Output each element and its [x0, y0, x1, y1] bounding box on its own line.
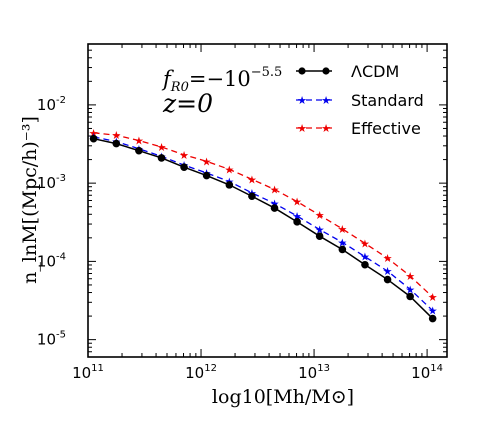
x-tick-label: 1013	[298, 363, 330, 382]
legend-marker-lcdm	[298, 67, 306, 75]
x-tick-label: 1014	[411, 363, 443, 382]
data-point: ★	[405, 283, 415, 296]
data-point: ★	[134, 135, 144, 148]
annotation-fr0: fR0=−10−5.5	[161, 65, 282, 95]
annotation-fr0-sub: R0	[170, 80, 189, 95]
data-point	[89, 134, 98, 143]
series-layer: ★★★★★★★★★★★★★★★★★★★★★★★★★★★★★★★★	[89, 127, 438, 323]
data-point	[270, 204, 279, 212]
data-point: ★	[89, 127, 99, 140]
data-point: ★	[202, 155, 212, 168]
data-point: ★	[405, 270, 415, 283]
data-point: ★	[315, 224, 325, 237]
data-point	[202, 171, 211, 180]
x-tick-label: 1012	[185, 363, 217, 382]
data-point	[315, 232, 324, 240]
data-point	[361, 260, 369, 269]
annotation-fr0-eq: =−10	[189, 67, 251, 91]
y-tick-label: 10-5	[37, 330, 66, 349]
data-point	[428, 314, 437, 323]
data-point	[248, 192, 256, 201]
data-point: ★	[383, 265, 393, 278]
y-tick-label: 10-3	[37, 173, 66, 192]
data-point: ★	[360, 251, 370, 264]
data-point	[406, 292, 414, 301]
annotation-fr0-exp: −5.5	[251, 65, 283, 80]
legend-marker-lcdm-2	[322, 67, 330, 75]
annotation-fr0-f: f	[161, 67, 174, 91]
data-point	[293, 218, 301, 226]
y-tick-label: 10-2	[37, 95, 66, 114]
data-point: ★	[111, 129, 121, 142]
data-point: ★	[247, 173, 257, 186]
data-point: ★	[428, 305, 438, 318]
data-point: ★	[383, 252, 393, 265]
data-point: ★	[428, 291, 438, 304]
data-point	[383, 275, 392, 284]
data-point: ★	[270, 183, 280, 196]
data-point	[157, 154, 166, 162]
data-point: ★	[360, 237, 370, 250]
data-point: ★	[337, 236, 347, 249]
data-point: ★	[179, 149, 189, 162]
legend-marker-standard-2: ★	[321, 94, 331, 107]
y-tick-label: 10-4	[37, 251, 66, 270]
data-point	[225, 181, 234, 189]
data-point: ★	[270, 197, 280, 210]
x-axis-label: log10[Mh/M⊙]	[212, 386, 354, 408]
legend-marker-effective: ★	[297, 122, 307, 135]
y-axis-label: n_lnM[(Mpc/h)⁻³]	[19, 116, 41, 284]
legend-label-standard: Standard	[351, 91, 424, 110]
series-line-cdm	[93, 137, 434, 320]
data-point: ★	[157, 141, 167, 154]
axis-ticks: 1011 1012 1013 1014 10-2 10-3 10-4 10-5	[37, 43, 447, 382]
annotation-redshift: z=0	[162, 89, 213, 118]
data-point: ★	[224, 163, 234, 176]
data-point: ★	[315, 209, 325, 222]
data-point: ★	[292, 196, 302, 209]
data-point	[135, 146, 143, 155]
data-point	[112, 139, 121, 148]
legend-label-effective: Effective	[351, 119, 421, 138]
series-line-standard	[93, 136, 434, 312]
x-tick-label: 1011	[72, 363, 104, 382]
data-point	[338, 245, 347, 254]
data-point: ★	[337, 223, 347, 236]
data-point	[180, 163, 188, 171]
legend-marker-effective-2: ★	[321, 122, 331, 135]
legend: ΛCDM ★ ★ Standard ★ ★ Effective	[296, 62, 424, 138]
data-point: ★	[292, 210, 302, 223]
legend-label-lcdm: ΛCDM	[351, 62, 399, 81]
legend-marker-standard: ★	[297, 94, 307, 107]
